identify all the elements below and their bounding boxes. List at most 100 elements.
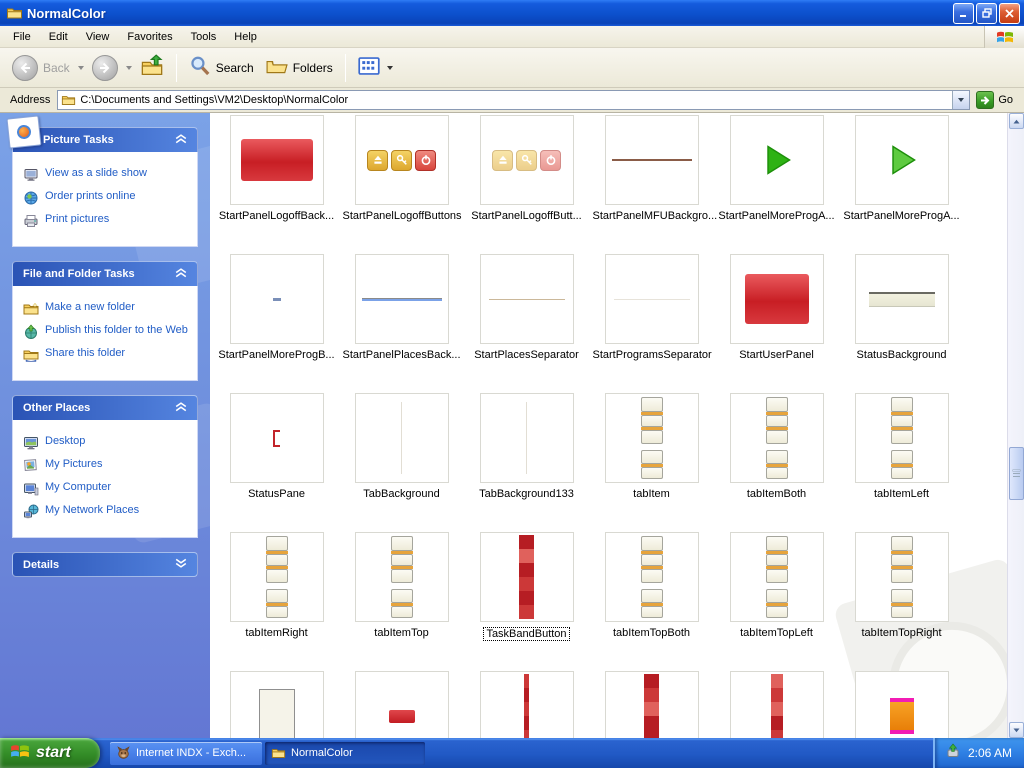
file-item[interactable] <box>589 671 714 738</box>
restore-button[interactable] <box>976 2 997 24</box>
task-item-desktop[interactable]: Desktop <box>23 435 191 451</box>
file-item-startpanellogoffbutt-[interactable]: StartPanelLogoffButt... <box>464 115 589 254</box>
file-item[interactable] <box>339 671 464 738</box>
file-item-startpanellogoffback-[interactable]: StartPanelLogoffBack... <box>214 115 339 254</box>
thumbnail-hline-faint[interactable] <box>604 254 699 344</box>
thumbnail-tab-stack[interactable] <box>354 532 449 622</box>
address-dropdown-button[interactable] <box>952 91 970 109</box>
thumbnail-status-bar[interactable] <box>854 254 949 344</box>
back-button[interactable]: Back <box>6 51 76 85</box>
menu-item-edit[interactable]: Edit <box>48 30 68 43</box>
file-item[interactable] <box>839 671 964 738</box>
file-item-startprogramsseparator[interactable]: StartProgramsSeparator <box>589 254 714 393</box>
thumbnail-vline[interactable] <box>479 393 574 483</box>
task-item-my-computer[interactable]: My Computer <box>23 481 191 497</box>
taskbar-button-normalcolor[interactable]: NormalColor <box>265 741 425 765</box>
file-item-startuserpanel[interactable]: StartUserPanel <box>714 254 839 393</box>
menu-item-favorites[interactable]: Favorites <box>127 30 173 43</box>
thumbnail-tab-stack[interactable] <box>604 532 699 622</box>
file-item-startpanelmfubackgro-[interactable]: StartPanelMFUBackgro... <box>589 115 717 254</box>
thumbnail-red-band-3[interactable] <box>729 671 824 738</box>
thumbnail-logoff-buttons[interactable] <box>354 115 449 205</box>
forward-dropdown-icon[interactable] <box>125 65 132 70</box>
forward-button[interactable] <box>86 51 124 85</box>
thumbnail-tab-stack[interactable] <box>854 532 949 622</box>
task-item-make-a-new-folder[interactable]: Make a new folder <box>23 301 191 317</box>
tray-hardware-icon[interactable] <box>945 743 961 764</box>
taskbar-button-internet-indx-exch-[interactable]: Internet INDX - Exch... <box>110 741 262 765</box>
file-item-startpanelmoreproga-[interactable]: StartPanelMoreProgA... <box>839 115 964 254</box>
file-item-statuspane[interactable]: StatusPane <box>214 393 339 532</box>
folders-button[interactable]: Folders <box>260 52 339 83</box>
task-item-print-pictures[interactable]: Print pictures <box>23 213 191 229</box>
task-item-publish-this-folder-to-the-web[interactable]: Publish this folder to the Web <box>23 324 191 340</box>
scroll-up-button[interactable] <box>1009 113 1024 129</box>
menu-item-help[interactable]: Help <box>234 30 257 43</box>
thumbnail-dash[interactable] <box>229 254 324 344</box>
up-button[interactable] <box>134 50 170 85</box>
panel-header-other-places[interactable]: Other Places <box>12 395 198 420</box>
minimize-button[interactable] <box>953 2 974 24</box>
scroll-down-button[interactable] <box>1009 722 1024 738</box>
go-button[interactable]: Go <box>970 91 1021 109</box>
file-item[interactable] <box>214 671 339 738</box>
start-button[interactable]: start <box>0 738 100 768</box>
thumbnail-hline-tan[interactable] <box>479 254 574 344</box>
thumbnail-logoff-buttons-faded[interactable] <box>479 115 574 205</box>
file-item-tabitemright[interactable]: tabItemRight <box>214 532 339 671</box>
menu-item-file[interactable]: File <box>13 30 31 43</box>
vertical-scrollbar[interactable] <box>1007 113 1024 738</box>
menu-item-view[interactable]: View <box>85 30 110 43</box>
file-item-taskbandbutton[interactable]: TaskBandButton <box>464 532 589 671</box>
task-item-my-pictures[interactable]: My Pictures <box>23 458 191 474</box>
file-item-tabitemboth[interactable]: tabItemBoth <box>714 393 839 532</box>
thumbnail-play-light[interactable] <box>854 115 949 205</box>
file-item-tabitemtopboth[interactable]: tabItemTopBoth <box>589 532 714 671</box>
scrollbar-thumb[interactable] <box>1009 447 1024 500</box>
views-button[interactable] <box>352 52 401 83</box>
file-item-startpanelplacesback-[interactable]: StartPanelPlacesBack... <box>339 254 464 393</box>
task-item-share-this-folder[interactable]: Share this folder <box>23 347 191 363</box>
thumbnail-red-small[interactable] <box>354 671 449 738</box>
search-button[interactable]: Search <box>183 51 260 84</box>
file-item-tabitemtopleft[interactable]: tabItemTopLeft <box>714 532 839 671</box>
thumbnail-orange-box[interactable] <box>854 671 949 738</box>
thumbnail-red-band[interactable] <box>479 532 574 622</box>
file-item-tabitemtopright[interactable]: tabItemTopRight <box>839 532 964 671</box>
file-item-tabitem[interactable]: tabItem <box>589 393 714 532</box>
file-item-tabbackground133[interactable]: TabBackground133 <box>464 393 589 532</box>
back-dropdown-icon[interactable] <box>77 65 84 70</box>
thumbnail-vline[interactable] <box>354 393 449 483</box>
task-item-view-as-a-slide-show[interactable]: View as a slide show <box>23 167 191 183</box>
thumbnail-red-vline[interactable] <box>479 671 574 738</box>
thumbnail-tab-stack[interactable] <box>729 393 824 483</box>
panel-header-file-folder-tasks[interactable]: File and Folder Tasks <box>12 261 198 286</box>
address-input[interactable]: C:\Documents and Settings\VM2\Desktop\No… <box>57 90 971 110</box>
task-item-order-prints-online[interactable]: Order prints online <box>23 190 191 206</box>
task-item-my-network-places[interactable]: My Network Places <box>23 504 191 520</box>
thumbnail-red-rect-tall[interactable] <box>729 254 824 344</box>
file-item-startplacesseparator[interactable]: StartPlacesSeparator <box>464 254 589 393</box>
panel-header-details[interactable]: Details <box>12 552 198 577</box>
thumbnail-play[interactable] <box>729 115 824 205</box>
file-item-tabbackground[interactable]: TabBackground <box>339 393 464 532</box>
file-item[interactable] <box>464 671 589 738</box>
thumbnail-tab-stack[interactable] <box>229 532 324 622</box>
thumbnail-red-bracket[interactable] <box>229 393 324 483</box>
file-item-tabitemtop[interactable]: tabItemTop <box>339 532 464 671</box>
thumbnail-tab-stack[interactable] <box>604 393 699 483</box>
thumbnail-tab-stack[interactable] <box>729 532 824 622</box>
close-button[interactable] <box>999 2 1020 24</box>
thumbnail-tab-stack[interactable] <box>854 393 949 483</box>
file-item[interactable] <box>714 671 839 738</box>
thumbnail-cream-box[interactable] <box>229 671 324 738</box>
menu-item-tools[interactable]: Tools <box>190 30 217 43</box>
thumbnail-hline-dark[interactable] <box>604 115 699 205</box>
file-item-startpanelmoreproga-[interactable]: StartPanelMoreProgA... <box>714 115 839 254</box>
file-item-startpanellogoffbuttons[interactable]: StartPanelLogoffButtons <box>339 115 464 254</box>
file-item-statusbackground[interactable]: StatusBackground <box>839 254 964 393</box>
file-item-startpanelmoreprogb-[interactable]: StartPanelMoreProgB... <box>214 254 339 393</box>
thumbnail-hline-blue[interactable] <box>354 254 449 344</box>
file-item-tabitemleft[interactable]: tabItemLeft <box>839 393 964 532</box>
thumbnail-red-rect[interactable] <box>229 115 324 205</box>
